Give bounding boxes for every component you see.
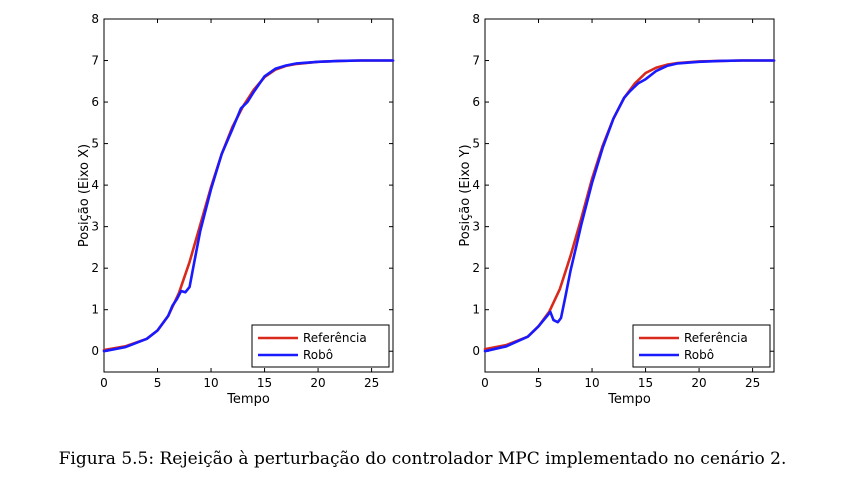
legend-label: Referência — [303, 331, 367, 345]
x-axis-label: Tempo — [607, 392, 651, 407]
series-line-referencia — [483, 59, 776, 351]
series-line-robo — [483, 59, 776, 353]
x-tick-label: 20 — [310, 376, 325, 390]
legend-label: Robô — [684, 348, 714, 362]
y-tick-label: 0 — [472, 344, 480, 358]
y-tick-label: 8 — [472, 12, 480, 26]
y-tick-label: 1 — [91, 303, 99, 317]
x-tick-label: 25 — [364, 376, 379, 390]
y-tick-label: 4 — [472, 178, 480, 192]
x-tick-label: 15 — [257, 376, 272, 390]
axes-box — [484, 18, 775, 373]
series-line-robo — [102, 59, 395, 353]
legend-label: Robô — [303, 348, 333, 362]
y-tick-label: 7 — [91, 54, 99, 68]
x-tick-label: 20 — [691, 376, 706, 390]
plot-right: 0 5 10 15 20 25 0 1 2 3 4 5 6 7 8 Tempo Posição (Eixo Y)… — [458, 12, 776, 407]
x-tick-label: 5 — [154, 376, 162, 390]
y-tick-label: 5 — [472, 137, 480, 151]
y-tick-label: 2 — [91, 261, 99, 275]
x-tick-label: 10 — [584, 376, 599, 390]
y-tick-label: 7 — [472, 54, 480, 68]
axes-box — [103, 18, 394, 373]
x-tick-label: 5 — [535, 376, 543, 390]
x-tick-label: 0 — [100, 376, 108, 390]
y-tick-label: 3 — [472, 220, 480, 234]
y-tick-label: 2 — [472, 261, 480, 275]
y-tick-label: 6 — [91, 95, 99, 109]
y-tick-label: 5 — [91, 137, 99, 151]
y-tick-label: 1 — [472, 303, 480, 317]
legend-box — [632, 324, 771, 368]
y-tick-label: 6 — [472, 95, 480, 109]
y-tick-label: 4 — [91, 178, 99, 192]
legend-label: Referência — [684, 331, 748, 345]
legend-box — [251, 324, 390, 368]
y-tick-label: 0 — [91, 344, 99, 358]
x-tick-label: 0 — [481, 376, 489, 390]
y-axis-label: Posição (Eixo Y) — [458, 144, 473, 246]
figure-caption: Figura 5.5: Rejeição à perturbação do co… — [58, 449, 787, 469]
x-tick-label: 25 — [745, 376, 760, 390]
y-tick-label: 8 — [91, 12, 99, 26]
x-axis-label: Tempo — [226, 392, 270, 407]
series-line-referencia — [102, 59, 395, 352]
x-tick-label: 10 — [203, 376, 218, 390]
y-tick-label: 3 — [91, 220, 99, 234]
x-tick-label: 15 — [638, 376, 653, 390]
plot-left: 0 5 10 15 20 25 0 1 2 3 4 5 6 7 8 Tempo Posição (Eixo X)… — [77, 12, 395, 407]
y-axis-label: Posição (Eixo X) — [77, 144, 92, 247]
